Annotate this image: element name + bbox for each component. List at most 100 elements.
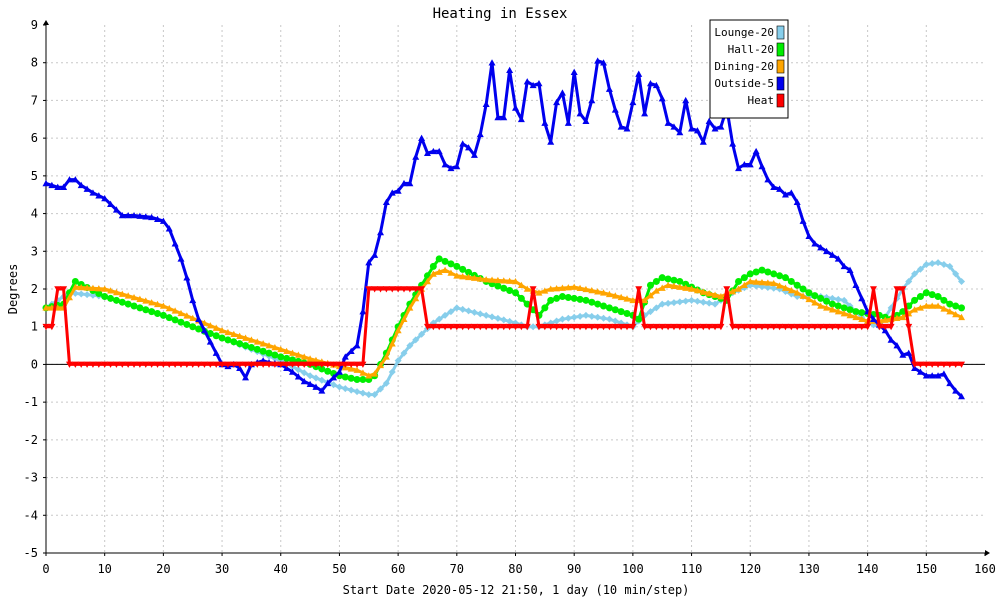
data-point xyxy=(400,286,408,293)
data-point xyxy=(494,282,502,290)
data-point xyxy=(840,323,848,331)
data-point xyxy=(693,127,701,134)
data-point xyxy=(476,275,484,282)
data-point xyxy=(453,323,461,331)
data-point xyxy=(811,240,819,247)
data-point xyxy=(318,361,326,368)
data-point xyxy=(277,361,285,368)
data-point xyxy=(887,323,895,331)
data-point xyxy=(459,323,467,331)
data-point xyxy=(482,276,490,283)
data-point xyxy=(547,138,555,145)
data-point xyxy=(159,302,167,309)
data-point xyxy=(811,299,819,306)
data-point xyxy=(811,323,819,331)
data-point xyxy=(523,78,531,85)
data-point xyxy=(576,110,584,117)
data-point xyxy=(382,198,390,206)
data-point xyxy=(341,373,349,381)
series-hall-20 xyxy=(42,255,966,384)
data-point xyxy=(412,286,420,293)
data-point xyxy=(916,293,924,301)
data-point xyxy=(95,192,103,199)
data-point xyxy=(365,259,373,266)
data-point xyxy=(312,361,320,368)
data-point xyxy=(335,368,343,375)
data-point xyxy=(288,368,296,375)
data-point xyxy=(154,310,162,318)
data-point xyxy=(952,270,960,278)
data-point xyxy=(793,289,801,296)
data-point xyxy=(488,276,496,283)
data-point xyxy=(412,153,420,160)
data-point xyxy=(177,255,185,262)
x-tick-label: 120 xyxy=(739,562,761,576)
data-point xyxy=(183,320,191,328)
data-point xyxy=(834,308,842,315)
data-point xyxy=(664,119,672,126)
data-point xyxy=(470,308,478,316)
data-point xyxy=(253,345,261,353)
data-point xyxy=(934,293,942,301)
data-point xyxy=(846,323,854,331)
data-point xyxy=(60,183,68,190)
data-point xyxy=(594,300,602,308)
data-point xyxy=(958,277,966,285)
data-point xyxy=(846,306,854,314)
data-point xyxy=(171,316,179,324)
data-point xyxy=(283,354,291,362)
data-point xyxy=(353,388,361,396)
data-point xyxy=(864,323,872,331)
data-point xyxy=(365,391,373,399)
data-point xyxy=(288,361,296,368)
data-point xyxy=(394,357,402,365)
data-point xyxy=(253,338,261,345)
data-point xyxy=(799,217,807,224)
data-point xyxy=(916,265,924,273)
data-point xyxy=(658,323,666,331)
y-tick-label: 5 xyxy=(31,169,38,183)
data-point xyxy=(564,284,572,291)
data-point xyxy=(899,286,907,293)
data-point xyxy=(582,296,590,304)
data-point xyxy=(476,323,484,331)
x-tick-label: 0 xyxy=(42,562,49,576)
data-point xyxy=(852,313,860,321)
x-tick-label: 50 xyxy=(332,562,346,576)
data-point xyxy=(517,323,525,331)
data-point xyxy=(494,323,502,331)
data-point xyxy=(465,323,473,331)
data-point xyxy=(130,361,138,368)
data-point xyxy=(400,315,408,322)
legend-label: Outside-5 xyxy=(714,77,774,90)
data-point xyxy=(576,284,584,292)
data-point xyxy=(112,361,120,368)
data-point xyxy=(823,247,831,255)
data-point xyxy=(200,361,208,368)
data-point xyxy=(242,334,250,341)
data-point xyxy=(617,323,625,331)
data-point xyxy=(858,323,866,331)
data-point xyxy=(729,288,737,295)
data-point xyxy=(148,299,156,306)
data-point xyxy=(347,374,355,382)
data-point xyxy=(83,284,91,291)
data-point xyxy=(828,306,836,313)
data-point xyxy=(195,325,203,333)
chart-title: Heating in Essex xyxy=(433,6,568,22)
data-point xyxy=(899,351,907,358)
y-tick-label: 1 xyxy=(31,320,38,334)
data-point xyxy=(600,302,608,310)
data-point xyxy=(699,323,707,331)
data-point xyxy=(623,125,631,132)
data-point xyxy=(523,285,531,292)
data-point xyxy=(758,323,766,331)
data-point xyxy=(224,336,232,344)
data-point xyxy=(294,351,302,358)
x-tick-label: 90 xyxy=(567,562,581,576)
data-point xyxy=(318,376,326,384)
data-point xyxy=(635,315,643,323)
data-point xyxy=(664,323,672,331)
data-point xyxy=(746,161,754,168)
data-point xyxy=(441,311,449,319)
